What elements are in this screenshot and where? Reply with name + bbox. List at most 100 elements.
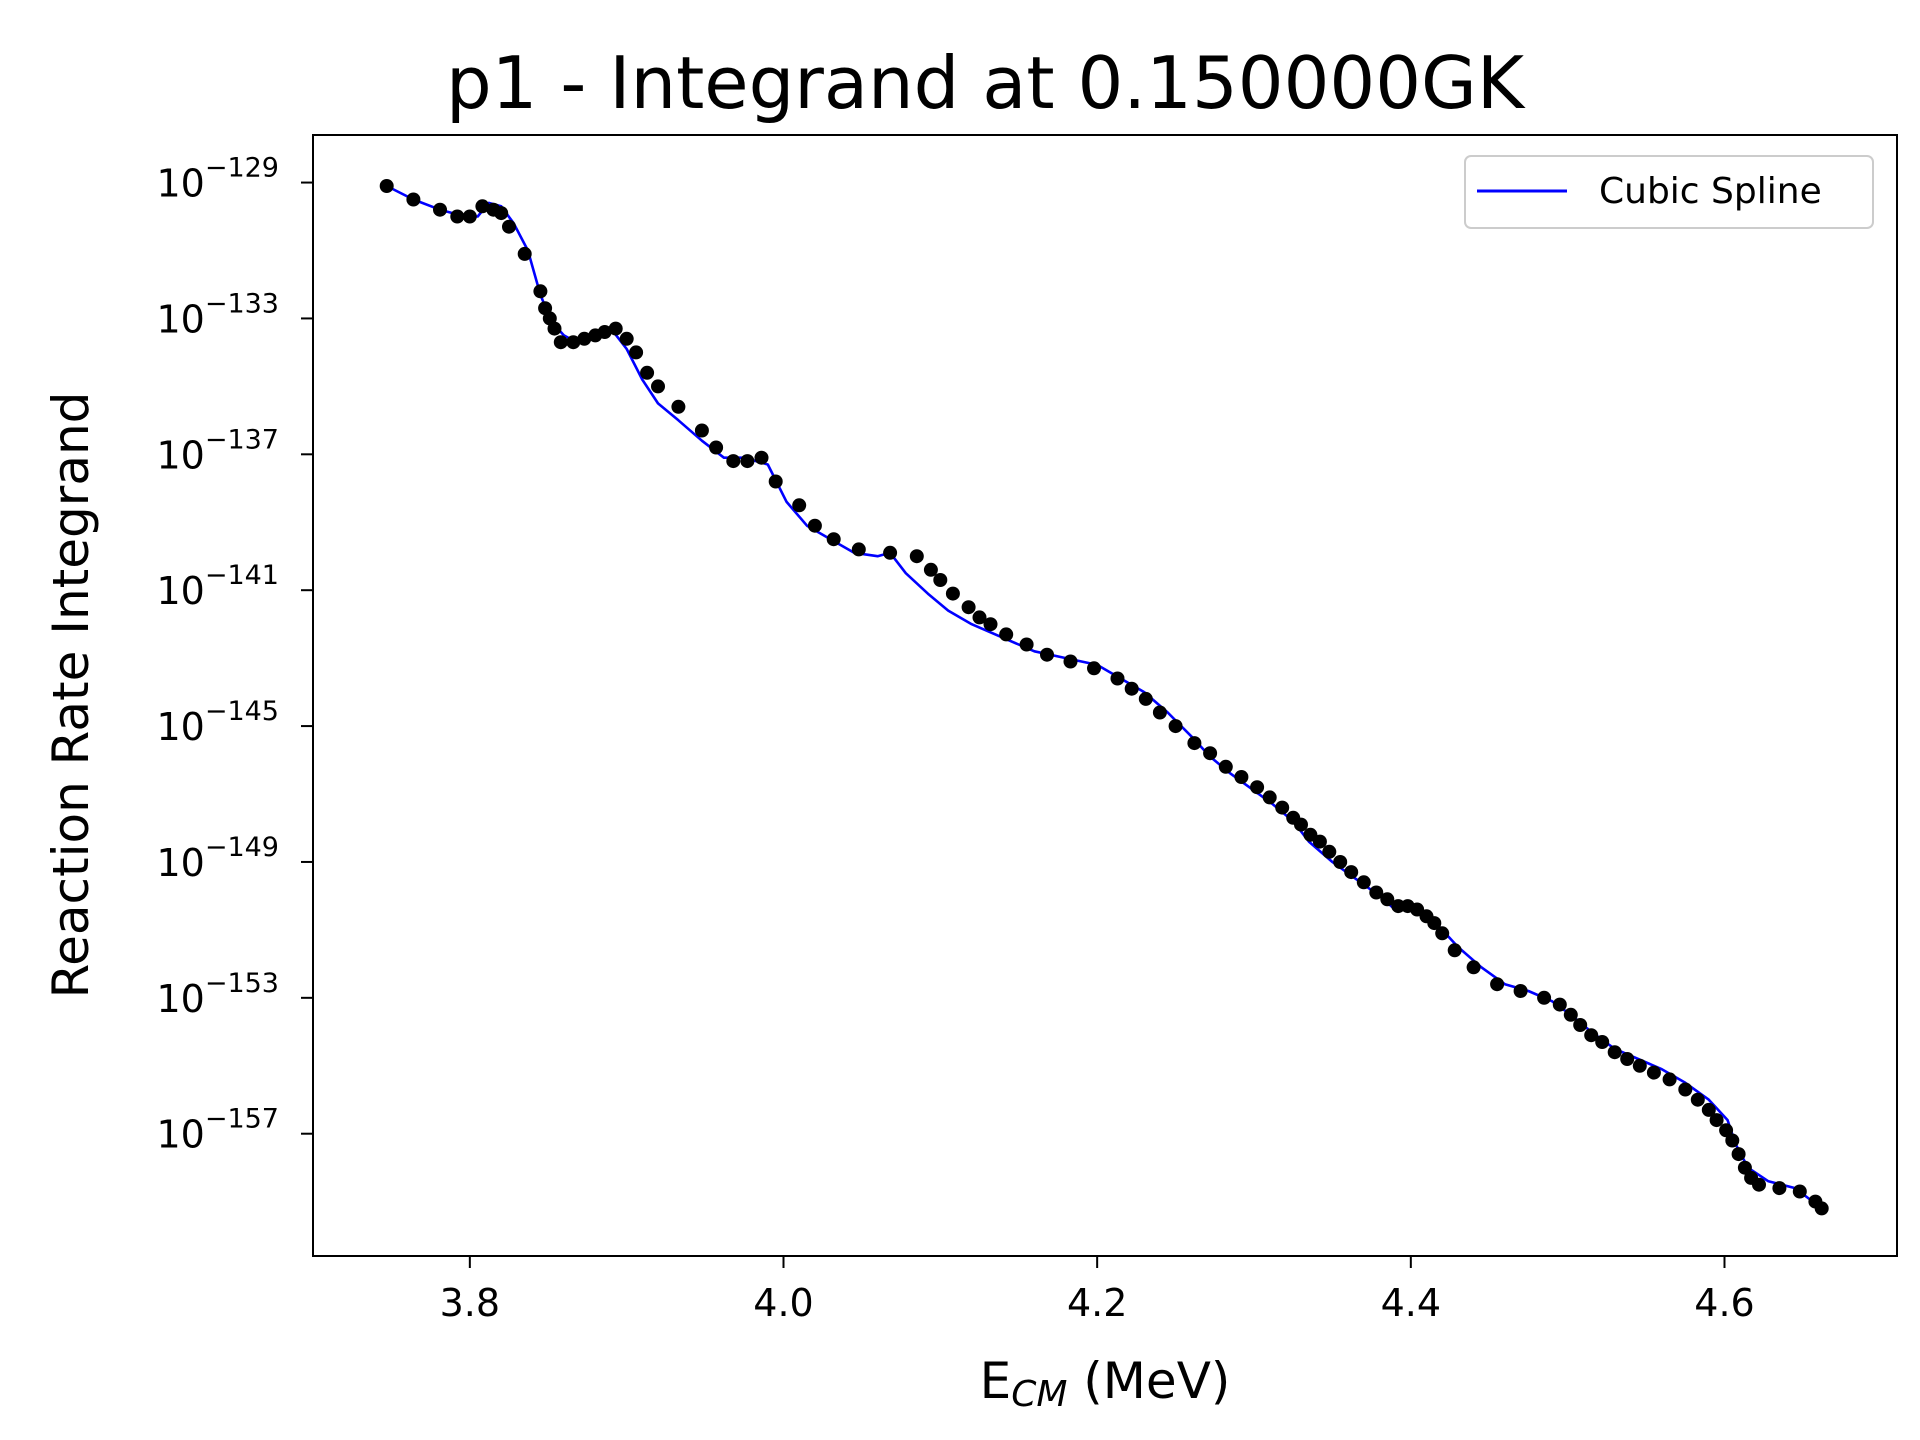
y-tick-label: 10−137 [156,424,279,477]
data-point [1435,926,1450,941]
data-point [1344,865,1359,880]
data-point [1019,637,1034,652]
y-axis: 10−129 10−133 10−137 10−141 10−145 10−149 10−1… [156,153,313,1157]
data-point [768,474,783,489]
data-point [1312,834,1327,849]
data-point [1772,1181,1787,1196]
data-point [1322,844,1337,859]
data-point [1466,960,1481,975]
data-point [1690,1092,1705,1107]
data-point [1234,770,1249,784]
data-point [533,284,548,299]
data-point [1333,855,1348,869]
data-point [807,518,822,533]
data-point [1646,1065,1661,1080]
data-point [462,209,477,224]
data-point [597,325,612,339]
y-tick-label: 10−133 [156,288,279,341]
data-point [629,345,644,360]
data-point [566,335,581,350]
data-point [972,610,987,625]
data-point [1203,746,1218,761]
data-point [494,206,509,221]
data-point [406,192,421,207]
data-point [1490,977,1505,992]
data-point [923,562,938,577]
data-point [502,219,516,234]
data-point [1620,1052,1635,1066]
x-tick-label: 4.4 [1381,1281,1441,1325]
data-point [1595,1035,1610,1049]
chart-title: p1 - Integrand at 0.150000GK [446,41,1526,125]
y-tick-label: 10−145 [156,696,279,749]
data-point [1678,1082,1693,1097]
data-point [851,542,866,557]
x-tick-label: 4.2 [1067,1281,1127,1325]
data-point [1427,916,1442,931]
data-point [1537,990,1552,1005]
legend-label: Cubic Spline [1599,171,1822,212]
data-point [1152,705,1167,720]
data-point [1814,1201,1829,1216]
data-point [1607,1045,1622,1060]
data-point [450,209,465,224]
plot-area [379,179,1829,1216]
data-point [1513,984,1528,998]
data-point [547,321,562,336]
data-point [1294,817,1308,832]
data-point [1040,647,1054,662]
data-point [619,331,634,346]
data-point [433,202,447,217]
legend-box [1464,155,1874,229]
data-point [1087,661,1101,676]
data-point [1138,691,1153,706]
data-point [1662,1072,1677,1087]
data-point [983,617,998,632]
data-point [933,573,948,587]
data-point [999,627,1014,642]
data-point [640,365,655,380]
data-point [1701,1102,1716,1117]
data-point [1380,892,1395,907]
y-tick-label: 10−129 [156,153,279,206]
data-point [1563,1007,1578,1022]
legend: Cubic Spline [1464,155,1874,229]
data-point [608,321,623,336]
y-tick-label: 10−153 [156,968,279,1021]
data-point [1552,997,1567,1012]
data-point [1262,790,1277,805]
data-point [909,549,924,564]
data-point [379,179,394,193]
data-point [577,331,592,346]
data-point [1731,1147,1746,1162]
y-axis-title: Reaction Rate Integrand [42,392,100,999]
data-point [1752,1177,1766,1192]
data-point [792,498,807,513]
data-point [1187,736,1202,751]
y-tick-label: 10−149 [156,832,279,885]
data-point [1573,1018,1588,1032]
data-point [1447,943,1462,958]
y-tick-label: 10−157 [156,1104,279,1157]
data-point [961,600,976,615]
data-point [1632,1058,1647,1073]
data-point [740,454,755,469]
data-point [726,454,741,469]
x-tick-label: 4.6 [1694,1281,1754,1325]
data-point [651,379,665,394]
data-point [1275,800,1290,815]
data-point [1168,719,1183,734]
x-axis-title: ECM (MeV) [980,1352,1231,1415]
x-axis: 3.8 4.0 4.2 4.4 4.6 [440,1256,1755,1325]
data-point [754,450,769,465]
data-point [1709,1113,1724,1128]
y-tick-label: 10−141 [156,560,279,613]
data-point [517,246,532,261]
data-point [709,440,724,455]
data-point [475,199,490,214]
plot-frame [312,134,1898,1257]
data-point [1725,1133,1740,1148]
x-tick-label: 3.8 [440,1281,500,1325]
